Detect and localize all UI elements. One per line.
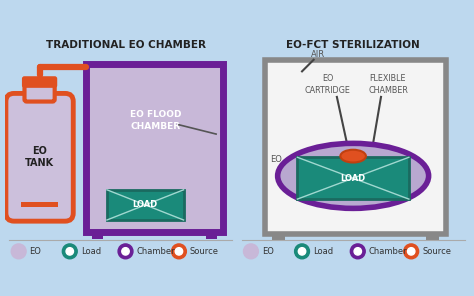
- FancyBboxPatch shape: [25, 83, 55, 102]
- Circle shape: [172, 244, 186, 259]
- Text: FLEXIBLE
CHAMBER: FLEXIBLE CHAMBER: [368, 75, 408, 95]
- Circle shape: [295, 244, 310, 259]
- Circle shape: [122, 248, 129, 255]
- FancyBboxPatch shape: [6, 94, 73, 221]
- FancyBboxPatch shape: [86, 65, 223, 231]
- Circle shape: [63, 244, 77, 259]
- Text: EO: EO: [29, 247, 41, 256]
- Text: Chamber: Chamber: [137, 247, 175, 256]
- Text: Source: Source: [190, 247, 219, 256]
- Text: EO
CARTRIDGE: EO CARTRIDGE: [305, 75, 350, 95]
- FancyBboxPatch shape: [272, 234, 285, 241]
- Text: Chamber: Chamber: [369, 247, 407, 256]
- Circle shape: [350, 244, 365, 259]
- Ellipse shape: [340, 150, 366, 163]
- Text: Load: Load: [81, 247, 101, 256]
- Text: LOAD: LOAD: [340, 174, 366, 183]
- FancyBboxPatch shape: [297, 157, 409, 199]
- Ellipse shape: [278, 143, 428, 208]
- Circle shape: [408, 248, 415, 255]
- FancyBboxPatch shape: [23, 78, 56, 86]
- FancyBboxPatch shape: [426, 234, 438, 241]
- Circle shape: [11, 244, 26, 259]
- Text: EO FLOOD
CHAMBER: EO FLOOD CHAMBER: [130, 110, 182, 131]
- Text: Load: Load: [313, 247, 333, 256]
- Circle shape: [404, 244, 419, 259]
- Circle shape: [354, 248, 362, 255]
- Text: EO-FCT STERILIZATION: EO-FCT STERILIZATION: [286, 40, 420, 50]
- Text: AIR: AIR: [311, 49, 325, 59]
- Text: TRADITIONAL EO CHAMBER: TRADITIONAL EO CHAMBER: [46, 40, 206, 50]
- Circle shape: [298, 248, 306, 255]
- Text: Source: Source: [422, 247, 451, 256]
- FancyBboxPatch shape: [206, 231, 217, 239]
- Circle shape: [118, 244, 133, 259]
- Circle shape: [66, 248, 73, 255]
- Text: EO: EO: [262, 247, 273, 256]
- Text: EO
TANK: EO TANK: [25, 147, 54, 168]
- Circle shape: [175, 248, 182, 255]
- Text: EO: EO: [271, 155, 283, 164]
- FancyBboxPatch shape: [21, 202, 58, 207]
- FancyBboxPatch shape: [265, 60, 446, 234]
- Text: LOAD: LOAD: [133, 200, 158, 209]
- FancyBboxPatch shape: [107, 190, 183, 220]
- Circle shape: [244, 244, 258, 259]
- FancyBboxPatch shape: [92, 231, 103, 239]
